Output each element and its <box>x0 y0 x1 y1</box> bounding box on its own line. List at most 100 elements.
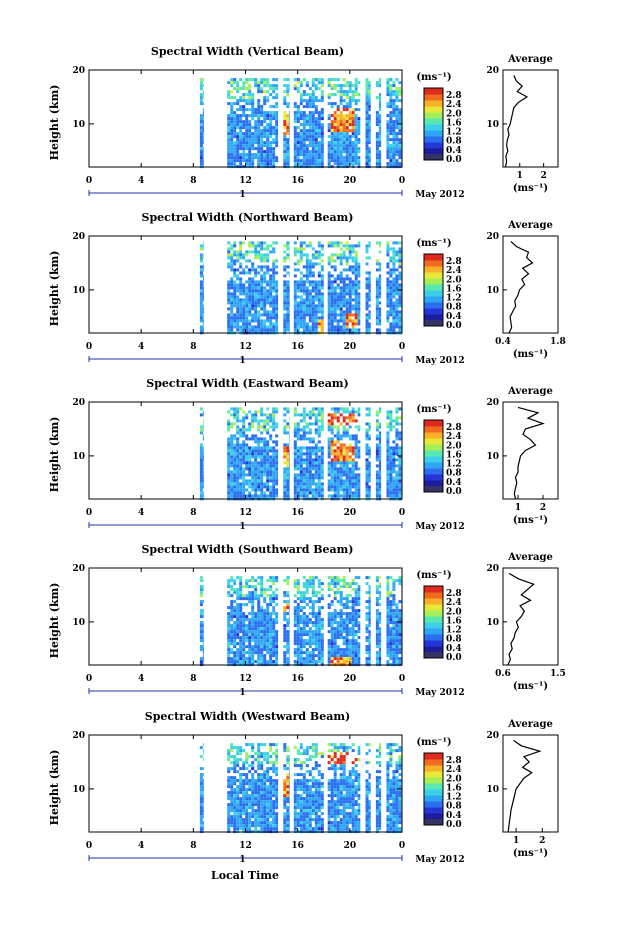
heatmap-cell <box>354 298 358 302</box>
heatmap-cell <box>311 322 315 326</box>
heatmap-cell <box>392 93 396 97</box>
heatmap-cell <box>296 322 300 326</box>
heatmap-cell <box>339 87 343 91</box>
heatmap-cell <box>378 494 382 498</box>
heatmap-cell <box>254 597 258 601</box>
heatmap-cell <box>239 449 243 453</box>
heatmap-cell <box>311 657 315 661</box>
colorbar-swatch <box>424 124 443 131</box>
heatmap-cell <box>302 657 306 661</box>
heatmap-cell <box>336 407 340 411</box>
heatmap-cell <box>227 594 231 598</box>
heatmap-cell <box>263 639 267 643</box>
heatmap-cell <box>286 78 290 82</box>
heatmap-cell <box>378 485 382 489</box>
heatmap-cell <box>308 87 312 91</box>
heatmap-cell <box>236 428 240 432</box>
heatmap-cell <box>336 244 340 248</box>
heatmap-cell <box>342 114 346 118</box>
heatmap-cell <box>283 156 287 160</box>
heatmap-cell <box>354 90 358 94</box>
colorbar-tick-label: 0.4 <box>446 312 462 322</box>
heatmap-cell <box>311 482 315 486</box>
heatmap-cell <box>386 135 390 139</box>
heatmap-cell <box>348 606 352 610</box>
heatmap-cell <box>245 292 249 296</box>
heatmap-cell <box>311 162 315 166</box>
heatmap-cell <box>233 446 237 450</box>
heatmap-cell <box>351 250 355 254</box>
heatmap-cell <box>302 307 306 311</box>
heatmap-cell <box>299 244 303 248</box>
heatmap-cell <box>311 437 315 441</box>
heatmap-cell <box>375 443 379 447</box>
heatmap-cell <box>327 488 331 492</box>
heatmap-cell <box>378 482 382 486</box>
heatmap-cell <box>227 419 231 423</box>
heatmap-cell <box>327 639 331 643</box>
heatmap-cell <box>293 434 297 438</box>
heatmap-cell <box>254 295 258 299</box>
heatmap-cell <box>283 295 287 299</box>
heatmap-cell <box>230 648 234 652</box>
heatmap-cell <box>242 455 246 459</box>
heatmap-cell <box>236 259 240 263</box>
heatmap-cell <box>354 319 358 323</box>
heatmap-cell <box>293 485 297 489</box>
heatmap-cell <box>386 470 390 474</box>
heatmap-cell <box>254 419 258 423</box>
heatmap-cell <box>357 328 361 332</box>
heatmap-cell <box>351 256 355 260</box>
heatmap-cell <box>368 328 371 332</box>
heatmap-cell <box>378 292 382 296</box>
y-tick-label: 10 <box>72 452 85 462</box>
average-frame <box>502 69 559 168</box>
heatmap-cell <box>233 153 237 157</box>
heatmap-cell <box>375 268 379 272</box>
heatmap-cell <box>392 313 396 317</box>
heatmap-cell <box>245 123 249 127</box>
heatmap-cell <box>245 316 249 320</box>
heatmap-cell <box>263 241 267 245</box>
heatmap-cell <box>299 476 303 480</box>
heatmap-cell <box>339 473 343 477</box>
heatmap-cell <box>251 132 255 136</box>
heatmap-cell <box>260 328 264 332</box>
heatmap-cell <box>311 325 315 329</box>
heatmap-cell <box>266 621 270 625</box>
heatmap-cell <box>248 280 252 284</box>
heatmap-cell <box>348 594 352 598</box>
heatmap-cell <box>293 147 297 151</box>
heatmap-cell <box>392 253 396 257</box>
heatmap-cell <box>269 470 273 474</box>
heatmap-cell <box>320 132 324 136</box>
heatmap-cell <box>308 274 312 278</box>
heatmap-cell <box>286 301 290 305</box>
heatmap-cell <box>375 316 379 320</box>
heatmap-cell <box>251 488 255 492</box>
heatmap-cell <box>227 262 231 266</box>
heatmap-cell <box>199 627 203 631</box>
heatmap-cell <box>351 651 355 655</box>
heatmap-cell <box>345 162 349 166</box>
heatmap-cell <box>296 633 300 637</box>
heatmap-cell <box>357 446 361 450</box>
heatmap-cell <box>365 434 369 438</box>
heatmap-cell <box>289 452 290 456</box>
heatmap-cell <box>242 431 246 435</box>
heatmap-cell <box>345 262 349 266</box>
heatmap-cell <box>269 141 273 145</box>
heatmap-cell <box>305 651 309 655</box>
heatmap-cell <box>345 277 349 281</box>
heatmap-cell <box>299 467 303 471</box>
heatmap-cell <box>236 621 240 625</box>
heatmap-cell <box>375 141 379 145</box>
heatmap-cell <box>236 425 240 429</box>
heatmap-cell <box>375 410 379 414</box>
heatmap-cell <box>354 425 358 429</box>
heatmap-cell <box>351 156 355 160</box>
heatmap-cell <box>365 464 369 468</box>
heatmap-cell <box>289 78 290 82</box>
heatmap-cell <box>269 117 273 121</box>
heatmap-cell <box>260 247 264 251</box>
